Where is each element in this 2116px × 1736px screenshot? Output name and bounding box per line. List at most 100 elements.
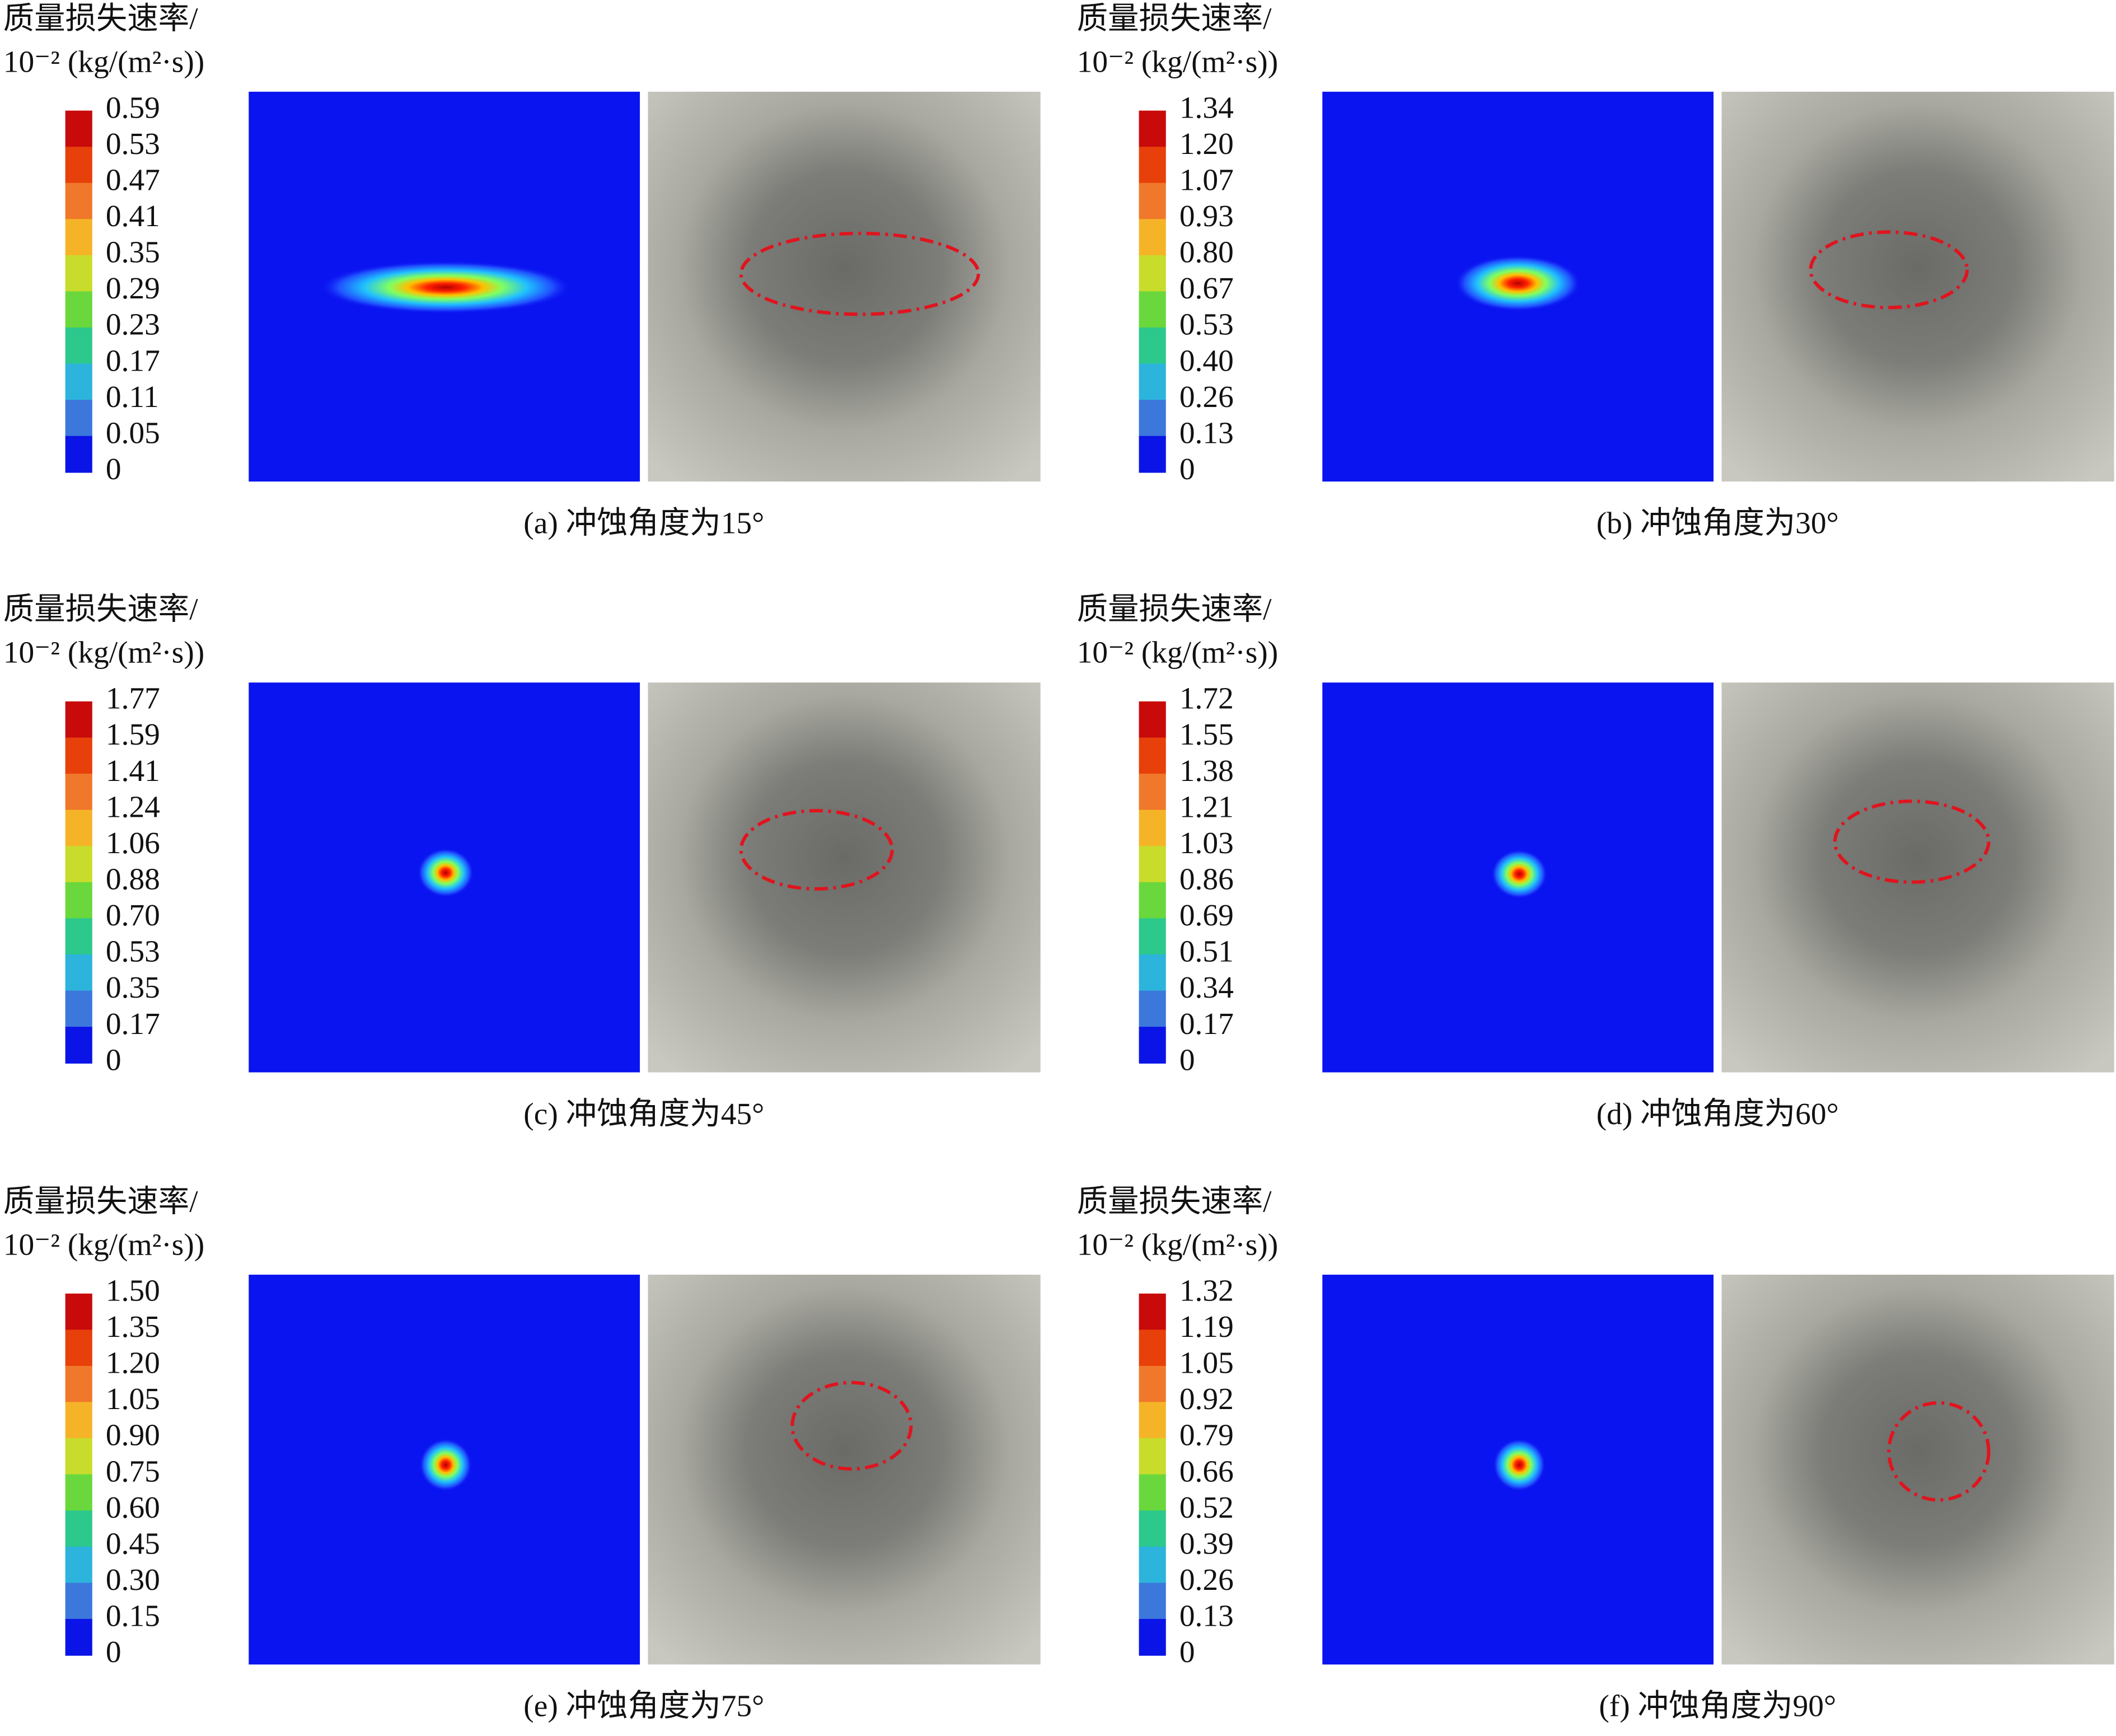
colorbar-label: 1.34 — [1179, 90, 1234, 124]
colorbar-label: 1.38 — [1179, 754, 1234, 788]
colorbar-segment — [65, 1365, 92, 1403]
legend-title: 10⁻² (kg/(m²·s)) — [1077, 1227, 1278, 1261]
panel: 质量损失速率/10⁻² (kg/(m²·s))1.321.191.050.920… — [1077, 1184, 2114, 1723]
colorbar-label: 1.19 — [1179, 1309, 1234, 1344]
erosion-outline — [1887, 1401, 1991, 1502]
colorbar-segment — [1139, 1438, 1166, 1475]
colorbar-label: 0.92 — [1179, 1382, 1234, 1416]
caption: (f) 冲蚀角度为90° — [1599, 1689, 1836, 1723]
colorbar-label: 0.17 — [106, 343, 160, 377]
colorbar-segment — [1139, 147, 1166, 184]
colorbar-segment — [65, 954, 92, 991]
colorbar-label: 0 — [106, 452, 121, 486]
colorbar-segment — [1139, 774, 1166, 811]
legend-title: 质量损失速率/ — [1077, 1, 1272, 35]
caption: (a) 冲蚀角度为15° — [523, 506, 764, 540]
colorbar-label: 0.30 — [106, 1562, 160, 1597]
colorbar-label: 1.24 — [106, 789, 160, 823]
colorbar-segment — [1139, 110, 1166, 148]
colorbar-label: 1.05 — [106, 1382, 160, 1416]
erosion-spot — [1493, 1438, 1546, 1491]
colorbar-segment — [65, 255, 92, 292]
colorbar-label: 1.05 — [1179, 1346, 1234, 1380]
colorbar-segment — [65, 400, 92, 437]
colorbar-segment — [65, 1293, 92, 1331]
colorbar-label: 0.40 — [1179, 343, 1234, 377]
colorbar-segment — [65, 1027, 92, 1064]
colorbar-label: 0.29 — [106, 271, 160, 305]
erosion-spot — [319, 261, 572, 314]
caption: (c) 冲蚀角度为45° — [523, 1097, 764, 1131]
colorbar-segment — [65, 1583, 92, 1620]
colorbar-label: 0.51 — [1179, 934, 1234, 968]
colorbar-segment — [1139, 846, 1166, 883]
legend-title: 10⁻² (kg/(m²·s)) — [3, 1227, 204, 1261]
legend-title: 质量损失速率/ — [3, 1184, 198, 1218]
colorbar-label: 0.35 — [106, 970, 160, 1004]
colorbar-label: 1.50 — [106, 1273, 160, 1307]
caption: (b) 冲蚀角度为30° — [1597, 506, 1839, 540]
colorbar-segment — [1139, 436, 1166, 473]
colorbar-label: 0.80 — [1179, 235, 1234, 269]
colorbar-segment — [65, 1330, 92, 1367]
colorbar-label: 0.34 — [1179, 970, 1234, 1004]
colorbar-segment — [1139, 363, 1166, 401]
colorbar-label: 0.75 — [106, 1454, 160, 1488]
colorbar-segment — [65, 363, 92, 401]
colorbar-segment — [65, 1618, 92, 1656]
legend-title: 10⁻² (kg/(m²·s)) — [3, 44, 204, 78]
colorbar-segment — [1139, 1365, 1166, 1403]
colorbar-label: 1.41 — [106, 754, 160, 788]
colorbar-label: 1.06 — [106, 826, 160, 860]
sample-photo — [648, 91, 1041, 482]
colorbar-segment — [65, 110, 92, 148]
colorbar-segment — [1139, 990, 1166, 1028]
caption: (d) 冲蚀角度为60° — [1597, 1097, 1839, 1131]
colorbar-label: 0.79 — [1179, 1418, 1234, 1452]
colorbar-label: 0.88 — [106, 862, 160, 896]
panel: 质量损失速率/10⁻² (kg/(m²·s))1.501.351.201.050… — [3, 1184, 1041, 1723]
colorbar-label: 0.17 — [106, 1007, 160, 1041]
colorbar-label: 0.45 — [106, 1526, 160, 1560]
sample-photo — [1721, 91, 2114, 482]
colorbar-segment — [65, 1474, 92, 1512]
colorbar-segment — [1139, 1583, 1166, 1620]
colorbar-segment — [65, 882, 92, 919]
colorbar-segment — [1139, 737, 1166, 775]
colorbar-label: 0 — [1179, 452, 1195, 486]
colorbar-label: 0.05 — [106, 415, 160, 450]
colorbar-segment — [65, 990, 92, 1028]
colorbar-segment — [65, 327, 92, 364]
colorbar-segment — [65, 291, 92, 329]
sample-photo — [1721, 682, 2114, 1073]
colorbar-segment — [65, 1438, 92, 1475]
colorbar-label: 0.53 — [106, 934, 160, 968]
colorbar-segment — [65, 1546, 92, 1584]
erosion-outline — [739, 809, 894, 891]
colorbar-segment — [65, 147, 92, 184]
colorbar-label: 1.03 — [1179, 826, 1234, 860]
colorbar-segment — [1139, 219, 1166, 256]
colorbar-label: 0 — [1179, 1042, 1195, 1077]
panel: 质量损失速率/10⁻² (kg/(m²·s))0.590.530.470.410… — [3, 1, 1041, 540]
colorbar-label: 0.13 — [1179, 1599, 1234, 1633]
colorbar-label: 0.47 — [106, 162, 160, 196]
colorbar-segment — [65, 436, 92, 473]
colorbar-label: 0.23 — [106, 307, 160, 341]
colorbar-label: 0.26 — [1179, 1562, 1234, 1597]
colorbar-segment — [1139, 1618, 1166, 1656]
legend-title: 质量损失速率/ — [1077, 592, 1272, 626]
colorbar-label: 0.70 — [106, 898, 160, 932]
legend-title: 10⁻² (kg/(m²·s)) — [1077, 635, 1278, 670]
panel: 质量损失速率/10⁻² (kg/(m²·s)) 1.771.591.411.241… — [3, 592, 1041, 1131]
colorbar-segment — [1139, 1330, 1166, 1367]
caption: (e) 冲蚀角度为75° — [523, 1689, 764, 1723]
colorbar-segment — [65, 774, 92, 811]
colorbar-segment — [1139, 183, 1166, 220]
colorbar-segment — [65, 1402, 92, 1439]
colorbar-segment — [1139, 400, 1166, 437]
colorbar-label: 1.32 — [1179, 1273, 1234, 1307]
colorbar-segment — [65, 846, 92, 883]
colorbar-label: 1.21 — [1179, 789, 1234, 823]
